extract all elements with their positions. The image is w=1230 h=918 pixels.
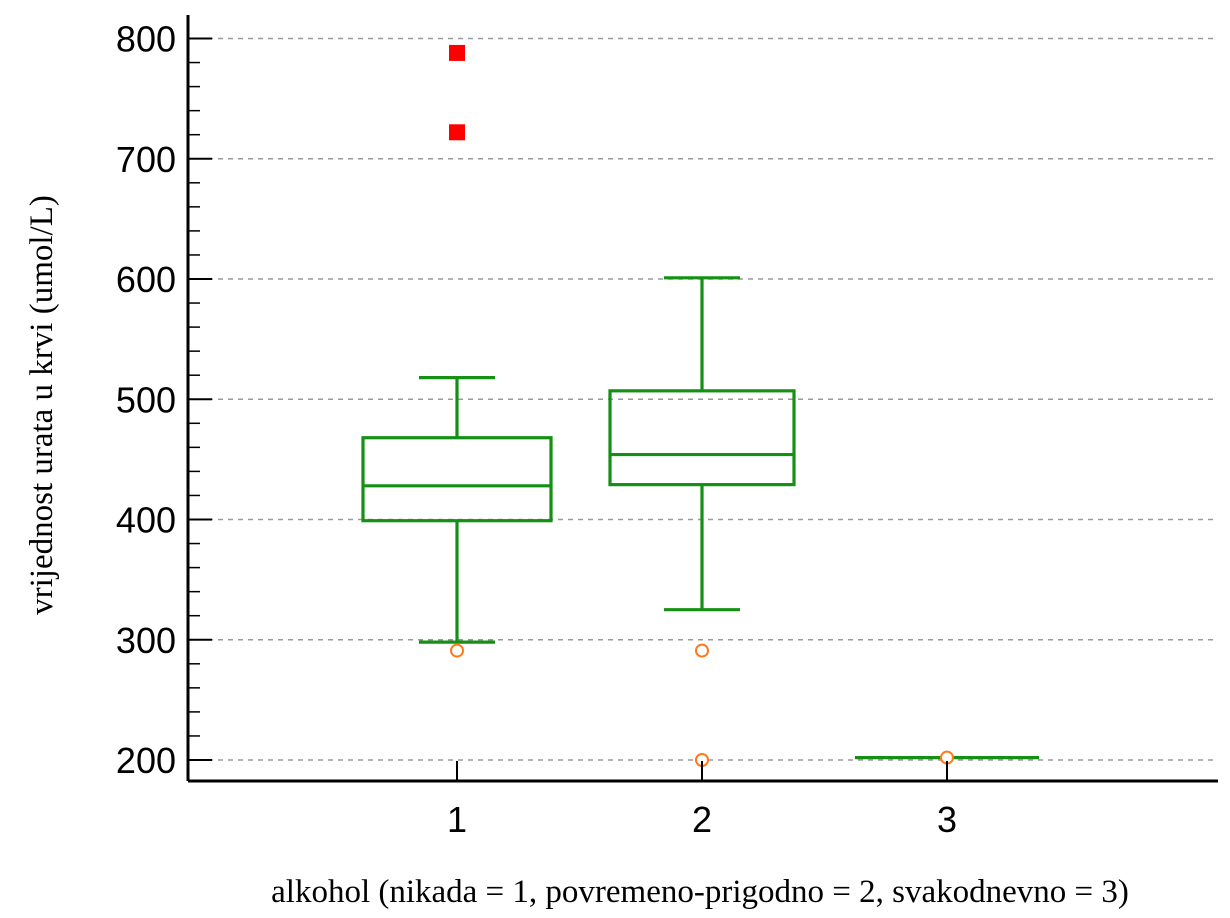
x-axis-tick-labels: 1 2 3 <box>447 761 957 840</box>
far-outlier-point-1 <box>449 124 465 141</box>
y-tick-label-400: 400 <box>116 500 176 541</box>
box-plot-category-2 <box>608 276 796 612</box>
far-outlier-point-0 <box>449 44 465 61</box>
y-tick-label-600: 600 <box>116 259 176 300</box>
y-axis-title: vrijednost urata u krvi (umol/L) <box>24 195 60 615</box>
y-tick-label-700: 700 <box>116 139 176 180</box>
outlier-points <box>449 44 954 767</box>
outlier-point-1 <box>695 643 709 658</box>
box-plots <box>361 276 1039 760</box>
x-tick-label-1: 1 <box>447 799 467 840</box>
y-tick-label-800: 800 <box>116 19 176 60</box>
x-tick-label-2: 2 <box>692 799 712 840</box>
y-tick-label-300: 300 <box>116 620 176 661</box>
x-axis-title: alkohol (nikada = 1, povremeno-prigodno … <box>271 874 1129 910</box>
y-axis-ticks: 200 300 400 500 600 700 800 <box>116 19 212 781</box>
box-iqr <box>608 389 796 487</box>
box-iqr <box>361 436 553 523</box>
y-tick-label-500: 500 <box>116 379 176 420</box>
outlier-point-0 <box>450 643 464 658</box>
box-plot-category-1 <box>361 376 553 644</box>
x-tick-label-3: 3 <box>937 799 957 840</box>
y-tick-label-200: 200 <box>116 740 176 781</box>
